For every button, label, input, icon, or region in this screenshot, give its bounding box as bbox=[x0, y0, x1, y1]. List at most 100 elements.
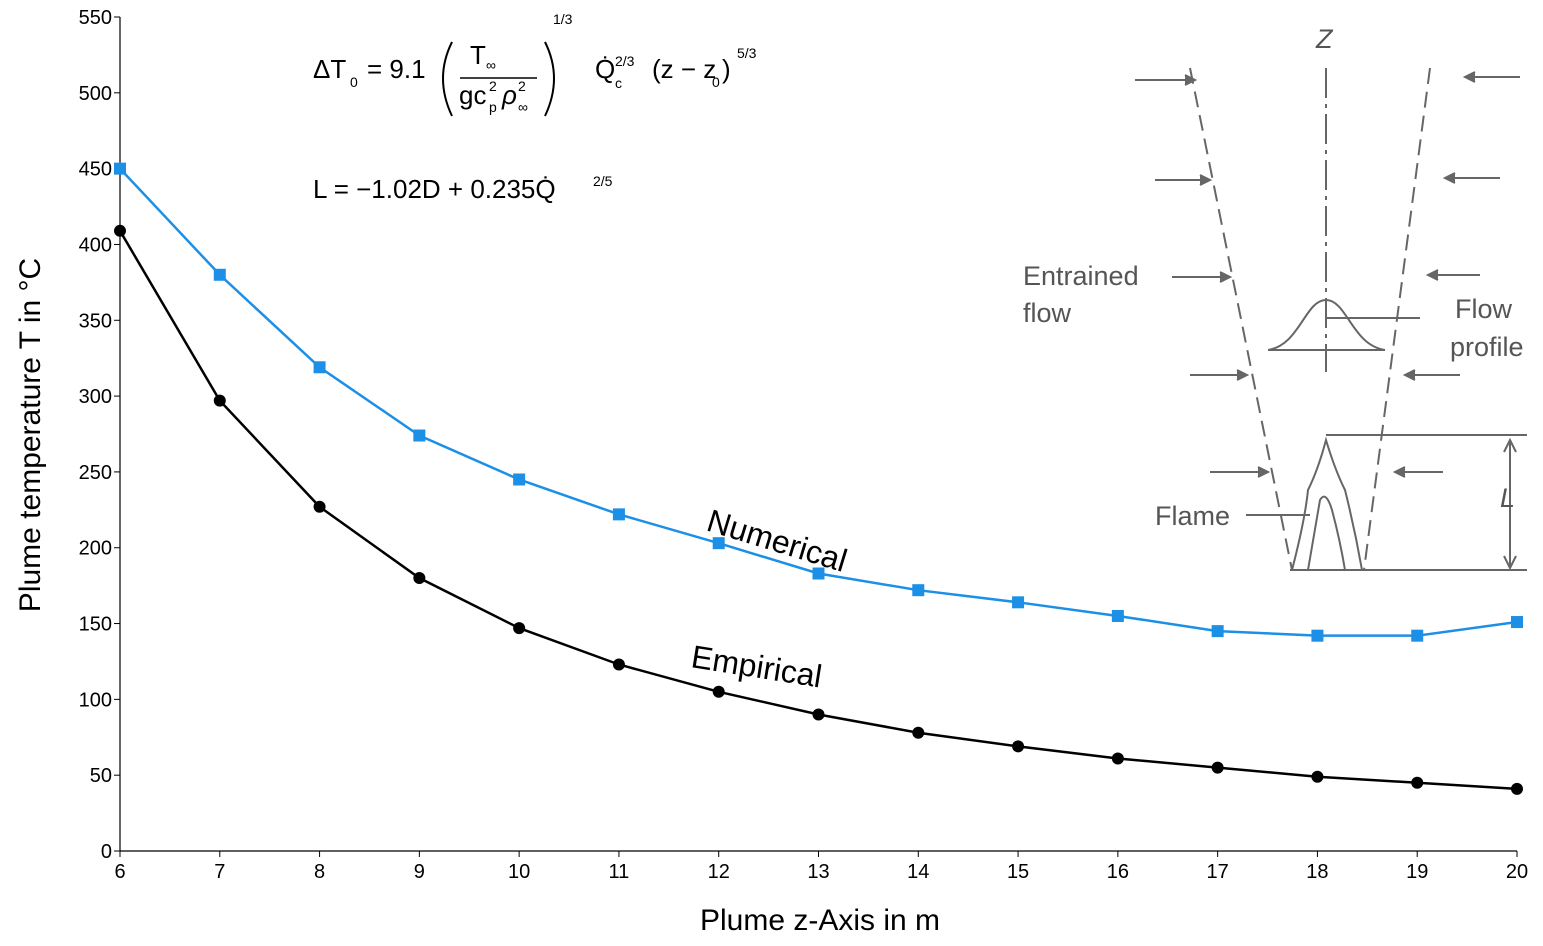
diagram-label: flow bbox=[1023, 298, 1072, 328]
y-axis-label: Plume temperature T in °C bbox=[14, 258, 47, 612]
eq-text: gc bbox=[459, 80, 486, 110]
x-tick-label: 15 bbox=[1007, 861, 1029, 883]
y-tick-label: 350 bbox=[79, 310, 112, 332]
x-tick-label: 16 bbox=[1107, 861, 1129, 883]
marker bbox=[712, 537, 725, 550]
marker bbox=[213, 268, 226, 281]
y-tick-label: 250 bbox=[79, 462, 112, 484]
y-tick-label: 150 bbox=[79, 614, 112, 636]
eq-text: ρ bbox=[501, 80, 517, 110]
eq-text: 0 bbox=[712, 74, 720, 90]
eq-text: ∞ bbox=[486, 57, 496, 73]
marker bbox=[1311, 770, 1324, 783]
y-tick-label: 500 bbox=[79, 83, 112, 105]
x-tick-label: 12 bbox=[708, 861, 730, 883]
series-label: Empirical bbox=[689, 638, 825, 694]
plume-edge bbox=[1189, 67, 1293, 571]
marker bbox=[1411, 629, 1424, 642]
equation: L = −1.02D + 0.235Q̇ 2/5 bbox=[313, 173, 613, 204]
eq-text: L = −1.02D + 0.235Q̇ bbox=[313, 174, 556, 204]
marker bbox=[612, 508, 625, 521]
flow-profile bbox=[1267, 298, 1420, 351]
eq-text: 2 bbox=[518, 78, 526, 94]
eq-text: 2/5 bbox=[593, 173, 613, 189]
x-tick-label: 8 bbox=[314, 861, 325, 883]
y-tick-label: 50 bbox=[90, 765, 112, 787]
marker bbox=[114, 162, 126, 175]
eq-text: (z − z bbox=[652, 54, 716, 84]
eq-text: 0 bbox=[350, 74, 358, 90]
marker bbox=[1111, 609, 1124, 622]
eq-text: ∞ bbox=[518, 99, 528, 115]
eq-text: p bbox=[489, 99, 497, 115]
eq-text: 2/3 bbox=[615, 53, 635, 69]
marker bbox=[313, 361, 326, 374]
flame-length bbox=[1290, 434, 1527, 571]
x-tick-label: 20 bbox=[1506, 861, 1528, 883]
marker bbox=[812, 567, 825, 580]
marker bbox=[1511, 616, 1523, 629]
x-axis-label: Plume z-Axis in m bbox=[700, 904, 940, 937]
marker bbox=[1211, 761, 1224, 774]
x-tick-label: 18 bbox=[1306, 861, 1328, 883]
diagram-label: Flow bbox=[1455, 294, 1513, 324]
eq-text: 5/3 bbox=[737, 45, 757, 61]
paren bbox=[442, 41, 453, 117]
x-tick-label: 17 bbox=[1207, 861, 1229, 883]
eq-text: 1/3 bbox=[553, 11, 573, 27]
marker bbox=[812, 708, 825, 721]
x-tick-label: 14 bbox=[907, 861, 929, 883]
eq-text: Q̇ bbox=[595, 54, 615, 84]
x-tick-label: 10 bbox=[508, 861, 530, 883]
diagram-label: Z bbox=[1315, 24, 1334, 54]
marker bbox=[1311, 629, 1324, 642]
marker bbox=[912, 726, 925, 739]
y-tick-label: 100 bbox=[79, 689, 112, 711]
marker bbox=[213, 394, 226, 407]
plume-diagram: Z Entrained flow Flow profile Flame L bbox=[1023, 24, 1527, 571]
marker bbox=[612, 658, 625, 671]
y-tick-label: 450 bbox=[79, 159, 112, 181]
equation: ΔT 0 = 9.1 T ∞ gc 2 p ρ 2 ∞ 1/3 Q̇ 2/3 c… bbox=[313, 11, 757, 117]
marker bbox=[1411, 776, 1424, 789]
diagram-label: L bbox=[1500, 483, 1515, 513]
eq-text: ΔT bbox=[313, 54, 346, 84]
marker bbox=[513, 622, 526, 635]
y-tick-label: 0 bbox=[101, 841, 112, 863]
eq-text: ) bbox=[722, 54, 731, 84]
diagram-label: Flame bbox=[1155, 501, 1230, 531]
marker bbox=[313, 500, 326, 513]
series-label: Numerical bbox=[703, 502, 851, 579]
x-tick-label: 13 bbox=[807, 861, 829, 883]
marker bbox=[1211, 625, 1224, 638]
marker bbox=[912, 584, 925, 597]
x-tick-label: 7 bbox=[214, 861, 225, 883]
marker bbox=[1012, 596, 1025, 609]
y-tick-label: 200 bbox=[79, 538, 112, 560]
x-tick-label: 19 bbox=[1406, 861, 1428, 883]
diagram-label: Entrained bbox=[1023, 261, 1139, 291]
marker bbox=[712, 685, 725, 698]
marker bbox=[1111, 752, 1124, 765]
eq-text: 2 bbox=[489, 78, 497, 94]
x-tick-label: 9 bbox=[414, 861, 425, 883]
flame bbox=[1246, 436, 1363, 571]
eq-text: c bbox=[615, 75, 622, 91]
marker bbox=[513, 473, 526, 486]
arrows bbox=[1135, 71, 1520, 478]
eq-text: T bbox=[470, 40, 486, 70]
marker bbox=[1012, 740, 1025, 753]
diagram-label: profile bbox=[1450, 332, 1524, 362]
y-tick-label: 300 bbox=[79, 386, 112, 408]
x-tick-label: 6 bbox=[114, 861, 125, 883]
marker bbox=[413, 429, 426, 442]
paren bbox=[544, 41, 555, 117]
eq-text: = 9.1 bbox=[367, 54, 426, 84]
marker bbox=[1511, 782, 1523, 795]
y-tick-label: 400 bbox=[79, 234, 112, 256]
y-tick-label: 550 bbox=[79, 7, 112, 29]
marker bbox=[413, 572, 426, 585]
marker bbox=[114, 224, 126, 237]
x-tick-label: 11 bbox=[609, 861, 630, 883]
